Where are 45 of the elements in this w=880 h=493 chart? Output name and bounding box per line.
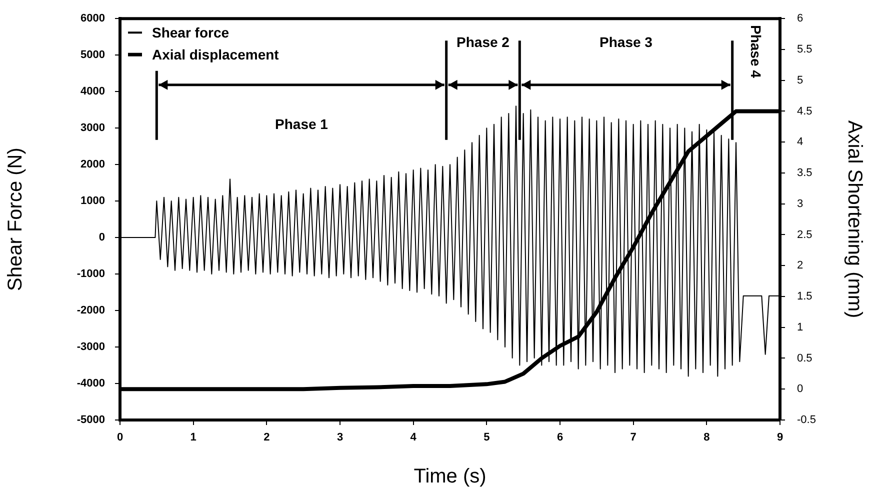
y2-tick-label: 2.5 <box>797 228 812 241</box>
x-tick-label: 7 <box>630 432 636 444</box>
y-tick-label: 5000 <box>80 49 105 62</box>
y-tick-label: 6000 <box>80 12 105 25</box>
y2-tick-label: 3 <box>797 198 804 210</box>
y2-tick-label: -0.5 <box>797 414 816 426</box>
y-tick-label: 0 <box>98 232 105 244</box>
annotation: Phase 1 <box>274 114 329 133</box>
y-tick-label: 4000 <box>80 86 105 98</box>
y2-tick-label: 2 <box>797 260 804 272</box>
x-tick-label: 8 <box>704 432 710 444</box>
y2-axis-title: Axial Shortening (mm) <box>843 120 866 318</box>
y-tick-label: -3000 <box>76 341 105 354</box>
y2-tick-label: 5.5 <box>797 44 812 56</box>
y-axis-title: Shear Force (N) <box>4 148 27 291</box>
y2-tick-label: 6 <box>797 12 804 25</box>
annotation: Phase 3 <box>598 32 654 51</box>
y2-tick-label: 3.5 <box>797 167 812 180</box>
y-tick-label: 3000 <box>80 122 105 134</box>
y2-tick-label: 0.5 <box>797 352 812 364</box>
x-tick-label: 6 <box>556 432 564 444</box>
x-tick-label: 1 <box>190 432 196 444</box>
x-axis-title: Time (s) <box>414 466 486 488</box>
x-tick-label: 0 <box>116 432 124 444</box>
x-tick-label: 3 <box>336 432 344 444</box>
y2-tick-label: 0 <box>797 383 804 396</box>
y-tick-label: -1000 <box>76 268 105 280</box>
annotation: Phase 4 <box>747 24 766 78</box>
y2-tick-label: 4 <box>797 136 804 148</box>
y-tick-label: -4000 <box>76 378 105 390</box>
y2-tick-label: 5 <box>797 74 804 86</box>
annotation: Phase 2 <box>456 32 510 51</box>
y-tick-label: -2000 <box>76 304 105 317</box>
y2-tick-label: 4.5 <box>797 105 812 118</box>
x-tick-label: 2 <box>264 432 270 444</box>
y-tick-label: 1000 <box>80 195 105 208</box>
y-tick-label: 2000 <box>80 158 105 171</box>
legend-label: Axial displacement <box>152 46 280 62</box>
y-tick-label: -5000 <box>76 414 105 426</box>
y2-tick-label: 1 <box>797 321 804 334</box>
legend-label: Shear force <box>152 24 230 40</box>
y2-tick-label: 1.5 <box>797 290 812 303</box>
x-tick-label: 4 <box>410 432 418 444</box>
x-tick-label: 9 <box>776 432 784 444</box>
x-tick-label: 5 <box>484 432 490 444</box>
